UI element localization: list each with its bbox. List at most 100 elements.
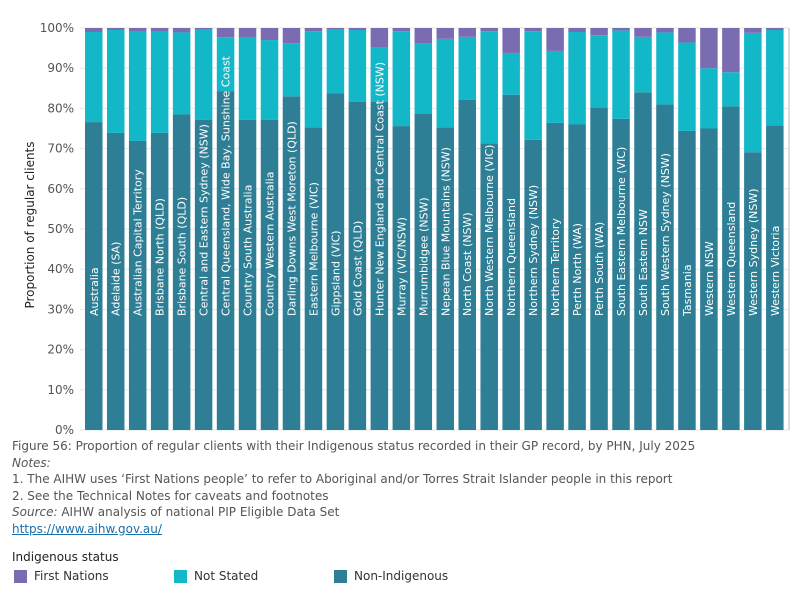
bar-segment-first-nations[interactable]	[128, 28, 147, 32]
bar-segment-first-nations[interactable]	[656, 28, 674, 33]
bar-segment-not-stated[interactable]	[656, 32, 674, 105]
bar-segment-non-indigenous[interactable]	[700, 128, 718, 431]
bar-segment-not-stated[interactable]	[700, 68, 718, 129]
bar-segment-not-stated[interactable]	[172, 32, 191, 115]
bar-segment-not-stated[interactable]	[326, 29, 345, 94]
legend-item-first-nations[interactable]: First Nations	[14, 569, 109, 583]
bar-segment-not-stated[interactable]	[216, 37, 235, 92]
bar-segment-non-indigenous[interactable]	[194, 119, 213, 430]
bar-segment-non-indigenous[interactable]	[568, 124, 586, 430]
bar-segment-not-stated[interactable]	[85, 32, 103, 123]
bar-segment-first-nations[interactable]	[678, 28, 696, 43]
legend-item-non-indigenous[interactable]: Non-Indigenous	[334, 569, 448, 583]
bar-segment-first-nations[interactable]	[744, 28, 762, 33]
bar-segment-not-stated[interactable]	[766, 30, 784, 126]
bar-segment-not-stated[interactable]	[260, 40, 279, 120]
bar-segment-not-stated[interactable]	[370, 47, 389, 102]
bar-segment-non-indigenous[interactable]	[370, 101, 389, 430]
bar-segment-first-nations[interactable]	[546, 28, 564, 51]
bar-segment-not-stated[interactable]	[524, 31, 542, 140]
bar-segment-not-stated[interactable]	[194, 29, 213, 120]
bar-segment-not-stated[interactable]	[348, 30, 367, 102]
bar-segment-first-nations[interactable]	[480, 28, 498, 32]
bar-segment-not-stated[interactable]	[546, 50, 564, 123]
bar-segment-non-indigenous[interactable]	[238, 119, 257, 430]
bar-segment-not-stated[interactable]	[458, 36, 476, 100]
aihw-link[interactable]: https://www.aihw.gov.au/	[12, 521, 162, 536]
bar-segment-non-indigenous[interactable]	[524, 139, 542, 431]
bar-segment-non-indigenous[interactable]	[414, 113, 433, 430]
bar-segment-first-nations[interactable]	[194, 28, 213, 30]
bar-segment-not-stated[interactable]	[150, 31, 169, 133]
bar-segment-first-nations[interactable]	[414, 28, 433, 44]
bar-segment-non-indigenous[interactable]	[392, 126, 411, 430]
bar-segment-non-indigenous[interactable]	[85, 122, 103, 431]
legend-item-not-stated[interactable]: Not Stated	[174, 569, 258, 583]
bar-segment-first-nations[interactable]	[568, 28, 586, 33]
bar-segment-non-indigenous[interactable]	[656, 104, 674, 430]
bar-segment-non-indigenous[interactable]	[678, 130, 696, 431]
bar-segment-not-stated[interactable]	[282, 43, 301, 97]
bar-segment-first-nations[interactable]	[502, 28, 520, 53]
bar-segment-non-indigenous[interactable]	[722, 106, 740, 430]
bar-segment-non-indigenous[interactable]	[348, 101, 367, 430]
bar-segment-not-stated[interactable]	[414, 43, 433, 114]
bar-segment-first-nations[interactable]	[348, 28, 367, 31]
bar-segment-first-nations[interactable]	[722, 28, 740, 73]
bar-segment-not-stated[interactable]	[722, 72, 740, 107]
bar-segment-not-stated[interactable]	[612, 30, 630, 119]
bar-segment-non-indigenous[interactable]	[634, 92, 652, 430]
bar-segment-first-nations[interactable]	[612, 28, 630, 31]
bar-segment-not-stated[interactable]	[678, 42, 696, 131]
bar-segment-not-stated[interactable]	[304, 31, 323, 128]
bar-segment-first-nations[interactable]	[260, 28, 279, 41]
bar-segment-first-nations[interactable]	[216, 28, 235, 38]
bar-segment-first-nations[interactable]	[304, 28, 323, 32]
bar-segment-non-indigenous[interactable]	[216, 91, 235, 431]
bar-segment-not-stated[interactable]	[634, 36, 652, 93]
bar-segment-not-stated[interactable]	[480, 31, 498, 144]
bar-segment-first-nations[interactable]	[392, 28, 411, 32]
bar-segment-first-nations[interactable]	[238, 28, 257, 38]
bar-segment-non-indigenous[interactable]	[744, 152, 762, 430]
bar-segment-non-indigenous[interactable]	[150, 132, 169, 430]
bar-segment-non-indigenous[interactable]	[546, 122, 564, 430]
bar-segment-first-nations[interactable]	[634, 28, 652, 37]
bar-segment-first-nations[interactable]	[282, 28, 301, 44]
bar-segment-non-indigenous[interactable]	[458, 99, 476, 430]
bar-segment-not-stated[interactable]	[392, 31, 411, 127]
bar-segment-non-indigenous[interactable]	[106, 132, 125, 430]
bar-segment-not-stated[interactable]	[568, 32, 586, 125]
bar-segment-not-stated[interactable]	[238, 37, 257, 120]
bar-segment-not-stated[interactable]	[436, 38, 455, 128]
bar-segment-first-nations[interactable]	[172, 28, 191, 33]
bar-segment-not-stated[interactable]	[128, 31, 147, 141]
bar-segment-first-nations[interactable]	[326, 28, 345, 30]
bar-segment-not-stated[interactable]	[590, 35, 608, 108]
bar-segment-first-nations[interactable]	[85, 28, 103, 33]
bar-segment-non-indigenous[interactable]	[590, 107, 608, 430]
bar-segment-non-indigenous[interactable]	[766, 125, 784, 430]
bar-segment-first-nations[interactable]	[700, 28, 718, 69]
bar-segment-first-nations[interactable]	[436, 28, 455, 39]
bar-segment-non-indigenous[interactable]	[612, 118, 630, 431]
bar-segment-non-indigenous[interactable]	[326, 93, 345, 430]
bar-segment-not-stated[interactable]	[502, 52, 520, 95]
bar-segment-non-indigenous[interactable]	[260, 119, 279, 430]
bar-segment-first-nations[interactable]	[524, 28, 542, 32]
bar-segment-non-indigenous[interactable]	[436, 127, 455, 430]
bar-segment-non-indigenous[interactable]	[480, 143, 498, 430]
bar-segment-first-nations[interactable]	[106, 28, 125, 31]
bar-segment-non-indigenous[interactable]	[128, 140, 147, 430]
bar-segment-first-nations[interactable]	[370, 28, 389, 48]
bar-segment-non-indigenous[interactable]	[172, 114, 191, 431]
bar-segment-not-stated[interactable]	[744, 32, 762, 153]
bar-segment-non-indigenous[interactable]	[282, 96, 301, 430]
bar-segment-not-stated[interactable]	[106, 30, 125, 133]
bar-segment-non-indigenous[interactable]	[304, 127, 323, 430]
bar-segment-first-nations[interactable]	[590, 28, 608, 36]
bar-segment-first-nations[interactable]	[150, 28, 169, 32]
bar-segment-non-indigenous[interactable]	[502, 94, 520, 431]
bar-segment-first-nations[interactable]	[458, 28, 476, 37]
bar-segment-first-nations[interactable]	[766, 28, 784, 31]
